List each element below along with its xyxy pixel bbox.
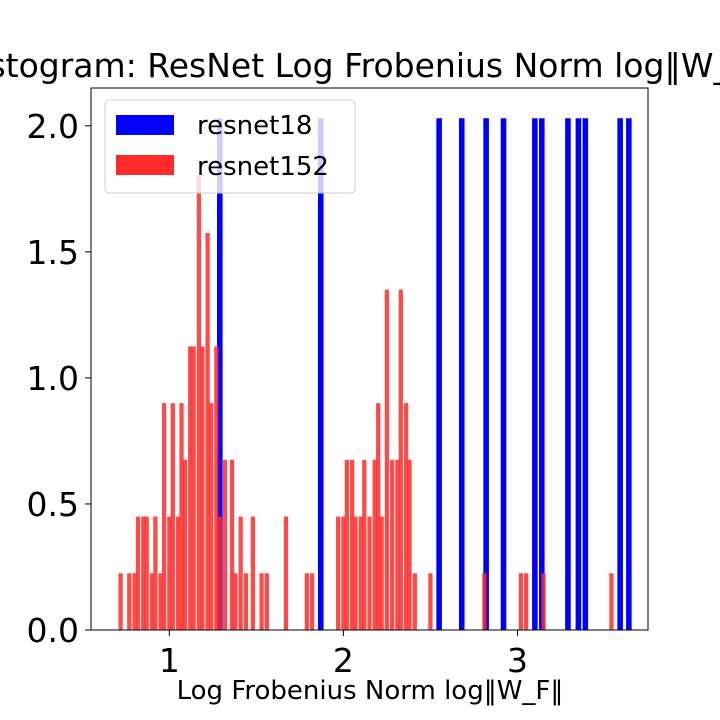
y-tick-label-2: 1.0 (27, 359, 79, 398)
resnet152-bar-40 (362, 459, 367, 630)
resnet152-bar-43 (376, 403, 381, 630)
resnet152-bar-19 (205, 232, 210, 630)
resnet152-bar-18 (200, 346, 205, 630)
legend-label-resnet152: resnet152 (197, 152, 329, 182)
resnet152-bar-12 (175, 516, 181, 630)
resnet152-bar-51 (412, 573, 417, 630)
resnet152-bar-2 (132, 573, 137, 630)
resnet152-bars (118, 176, 614, 631)
y-tick-label-0: 0.0 (27, 611, 79, 650)
resnet18-bars (217, 118, 632, 630)
resnet18-bar-12 (626, 118, 632, 630)
resnet152-bar-8 (158, 573, 163, 630)
resnet152-bar-38 (353, 516, 358, 630)
resnet152-bar-3 (135, 516, 141, 630)
resnet152-bar-55 (524, 573, 529, 630)
resnet152-bar-37 (349, 459, 355, 630)
resnet18-bar-4 (483, 118, 489, 630)
legend-label-resnet18: resnet18 (197, 111, 312, 141)
x-tick-label-1: 2 (333, 641, 354, 680)
resnet152-bar-17 (196, 176, 202, 631)
resnet18-bar-2 (436, 118, 442, 630)
legend: resnet18 resnet152 (104, 99, 356, 194)
x-tick-label-2: 3 (507, 641, 528, 680)
resnet152-bar-0 (118, 573, 123, 630)
resnet152-bar-32 (304, 573, 309, 630)
x-tick-label-0: 1 (159, 641, 180, 680)
resnet152-bar-10 (167, 516, 172, 630)
legend-swatch-resnet18 (116, 115, 174, 135)
resnet152-bar-23 (222, 459, 228, 630)
resnet152-bar-53 (482, 573, 487, 630)
resnet152-bar-47 (395, 459, 400, 630)
resnet18-bar-6 (532, 118, 538, 630)
resnet18-bar-8 (565, 118, 571, 630)
resnet152-bar-14 (182, 459, 188, 630)
resnet152-bar-25 (233, 573, 238, 630)
resnet152-bar-54 (518, 573, 524, 630)
resnet152-bar-30 (264, 573, 269, 630)
resnet152-bar-33 (309, 573, 315, 630)
resnet152-bar-49 (403, 403, 409, 630)
chart-title: Histogram: ResNet Log Frobenius Norm log… (0, 46, 720, 85)
resnet152-bar-21 (214, 346, 219, 630)
resnet152-bar-7 (153, 516, 158, 630)
y-tick-label-1: 0.5 (27, 485, 79, 524)
resnet152-bar-22 (217, 516, 222, 630)
resnet152-bar-20 (208, 403, 214, 630)
resnet18-bar-3 (458, 118, 465, 630)
resnet152-bar-13 (179, 403, 184, 630)
resnet152-bar-45 (384, 289, 390, 630)
resnet152-bar-50 (407, 459, 412, 630)
legend-swatch-resnet152 (116, 155, 174, 175)
resnet152-bar-41 (367, 516, 372, 630)
resnet152-bar-36 (344, 459, 349, 630)
resnet152-bar-24 (229, 459, 235, 630)
x-axis-label: Log Frobenius Norm log‖W_F‖ (177, 676, 564, 706)
resnet152-bar-5 (144, 516, 149, 630)
resnet152-bar-28 (250, 516, 256, 630)
y-tick-label-4: 2.0 (27, 107, 79, 146)
resnet152-bar-6 (149, 573, 155, 630)
resnet18-bar-10 (582, 118, 589, 630)
y-axis-ticks: 0.0 0.5 1.0 1.5 2.0 (27, 107, 91, 650)
resnet152-bar-34 (336, 516, 341, 630)
resnet152-bar-52 (428, 573, 433, 630)
resnet152-bar-35 (341, 516, 346, 630)
resnet152-bar-39 (358, 516, 363, 630)
resnet18-bar-5 (500, 118, 507, 630)
resnet152-bar-27 (243, 573, 249, 630)
resnet152-bar-9 (161, 403, 167, 630)
x-axis-ticks: 1 2 3 (159, 630, 528, 680)
resnet152-bar-4 (141, 516, 146, 630)
resnet152-bar-42 (372, 459, 377, 630)
resnet152-bar-16 (191, 346, 196, 630)
resnet18-bar-11 (617, 118, 623, 630)
resnet152-bar-29 (259, 573, 264, 630)
resnet152-bar-26 (238, 516, 243, 630)
y-tick-label-3: 1.5 (27, 233, 79, 272)
resnet152-bar-56 (541, 573, 546, 630)
resnet18-bar-0 (217, 118, 223, 630)
resnet152-bar-57 (609, 573, 614, 630)
resnet18-bar-7 (539, 118, 545, 630)
resnet152-bar-46 (390, 459, 395, 630)
resnet152-bar-1 (127, 573, 132, 630)
resnet152-bar-48 (398, 289, 403, 630)
resnet18-bar-1 (317, 118, 324, 630)
resnet18-bar-9 (575, 118, 582, 630)
resnet152-bar-44 (379, 516, 384, 630)
resnet152-bar-11 (170, 403, 175, 630)
resnet152-bar-15 (188, 346, 193, 630)
resnet152-bar-31 (283, 516, 289, 630)
plot-area-frame (90, 87, 649, 631)
